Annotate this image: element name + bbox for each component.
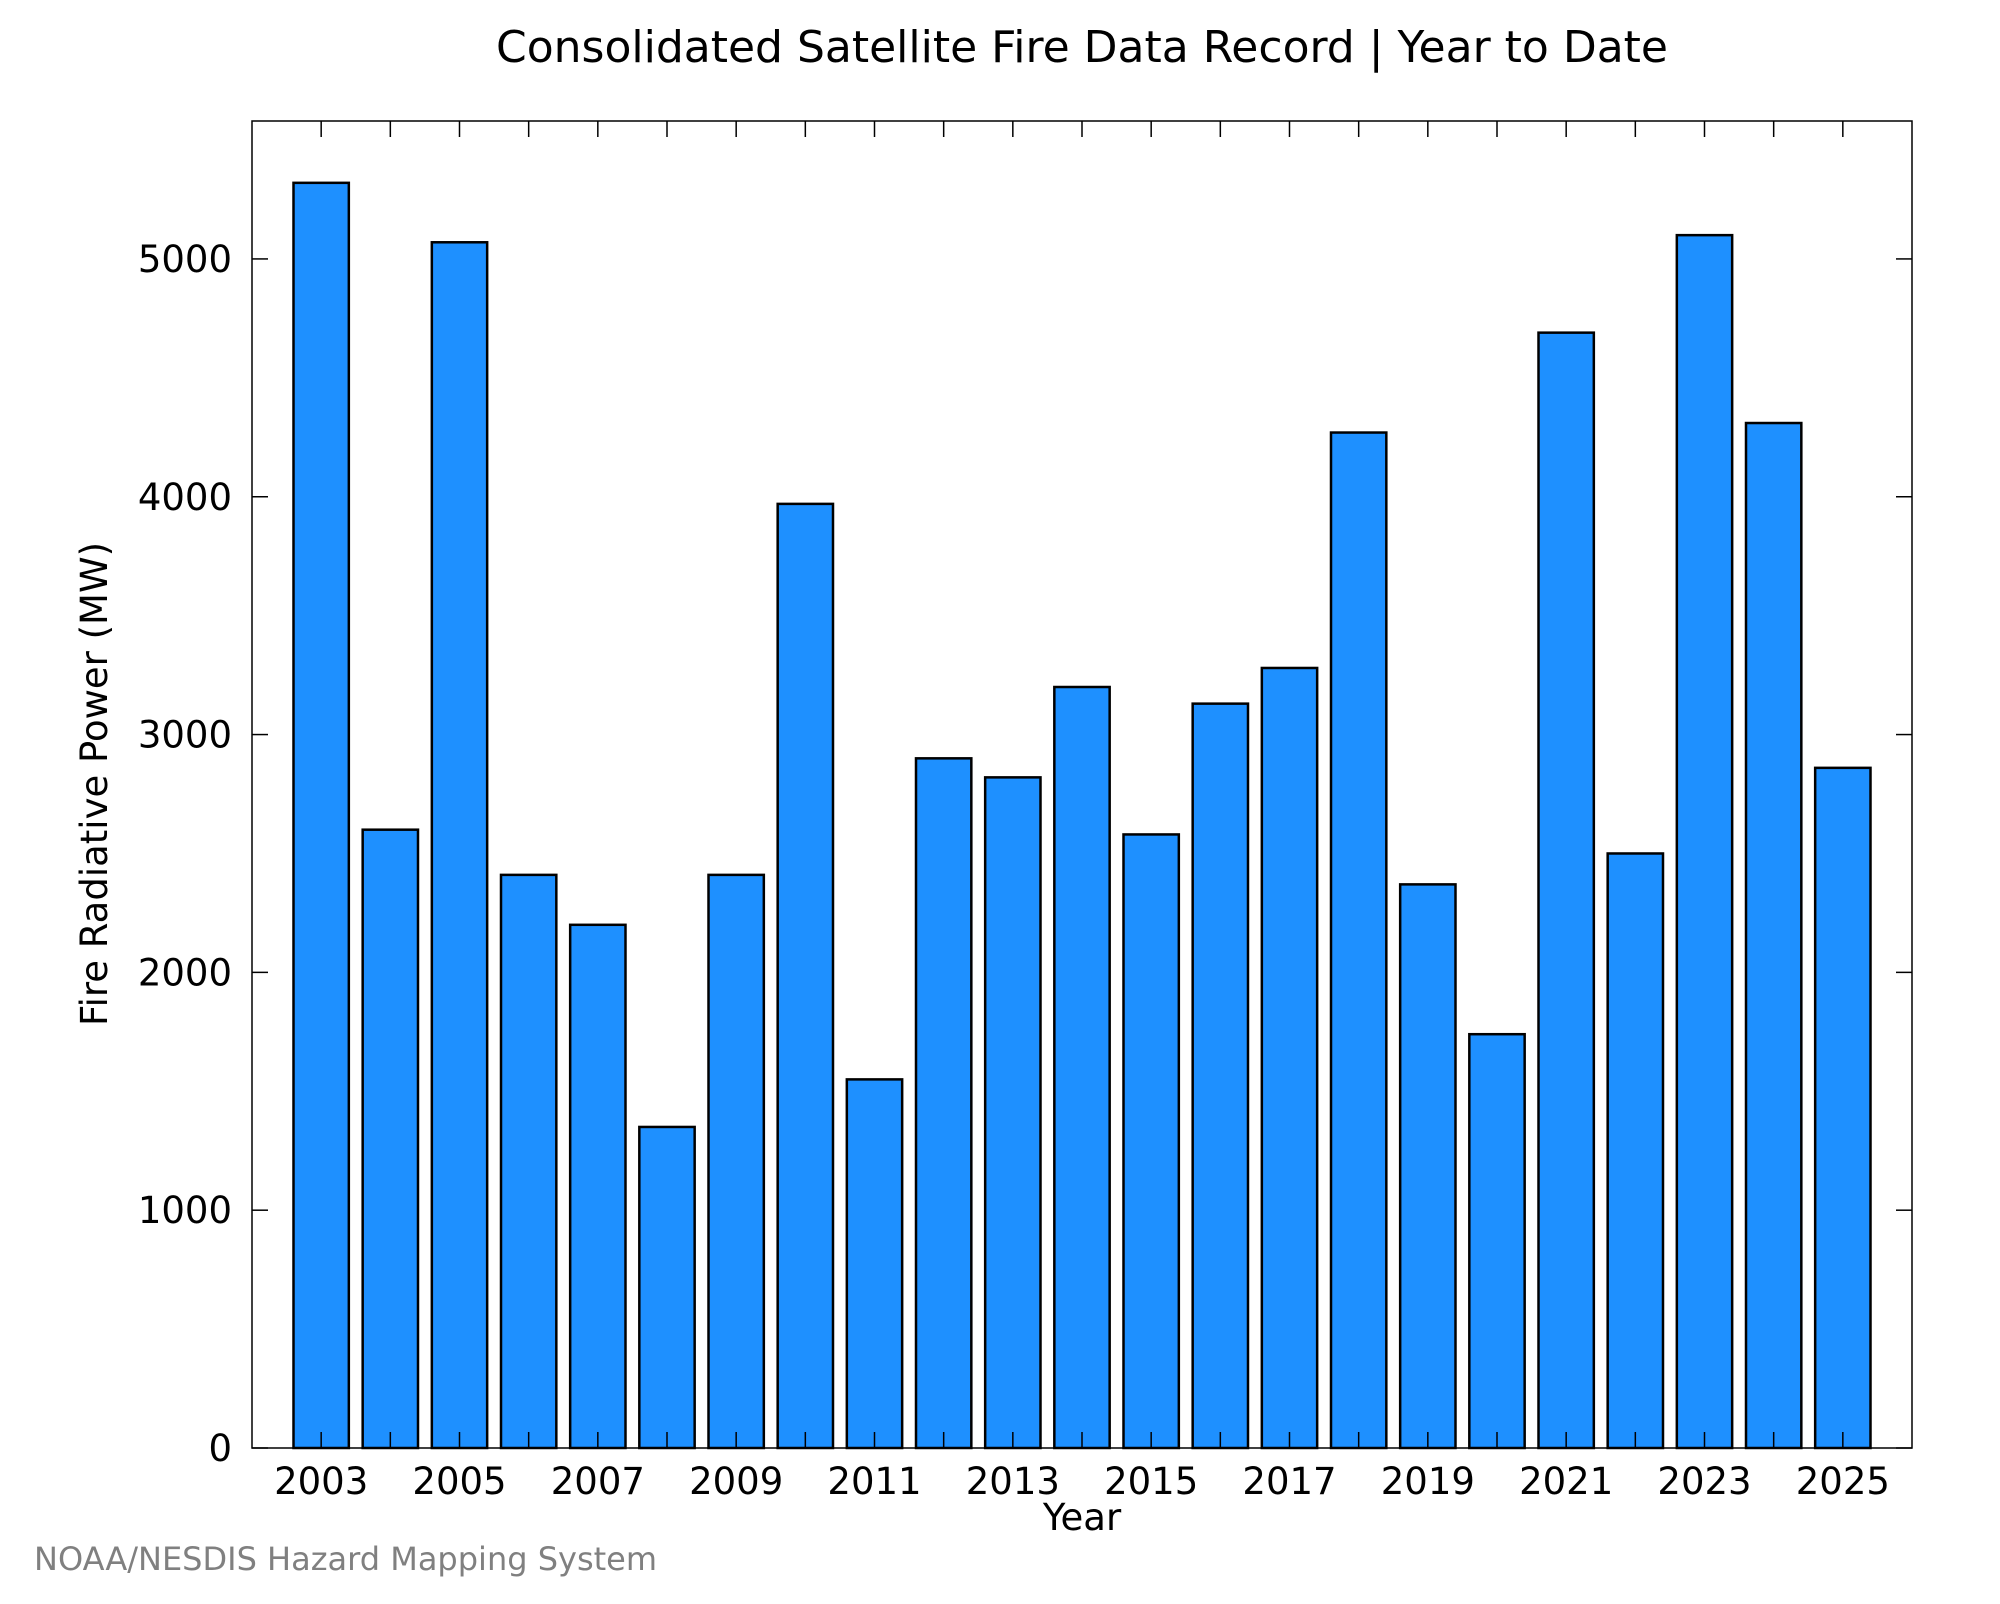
axis-ticks-group bbox=[252, 121, 1912, 1449]
bar-2020 bbox=[1468, 1032, 1526, 1450]
bar-2004 bbox=[361, 828, 420, 1450]
x-tick-label-2015: 2015 bbox=[1104, 1460, 1198, 1503]
bar-2010 bbox=[776, 502, 835, 1450]
bar-2021 bbox=[1537, 331, 1596, 1450]
y-tick-label-1000: 1000 bbox=[138, 1189, 232, 1232]
bar-2006 bbox=[499, 873, 558, 1450]
bar-2019 bbox=[1398, 883, 1457, 1450]
bar-2011 bbox=[845, 1078, 904, 1450]
bar-2024 bbox=[1744, 421, 1803, 1450]
bar-2025 bbox=[1813, 766, 1872, 1450]
x-tick-label-2013: 2013 bbox=[966, 1460, 1060, 1503]
y-axis-label: Fire Radiative Power (MW) bbox=[73, 542, 116, 1026]
x-tick-label-2017: 2017 bbox=[1242, 1460, 1336, 1503]
x-axis-tick-labels: 2003 2005 2007 2009 2011 2013 2015 2017 2019 2021… bbox=[274, 1460, 1890, 1503]
bar-2023 bbox=[1675, 233, 1734, 1450]
y-axis-tick-labels: 0 1000 2000 3000 4000 5000 bbox=[138, 238, 232, 1470]
x-tick-label-2021: 2021 bbox=[1519, 1460, 1613, 1503]
x-tick-label-2009: 2009 bbox=[689, 1460, 783, 1503]
chart-title: Consolidated Satellite Fire Data Record … bbox=[496, 22, 1668, 73]
x-tick-label-2003: 2003 bbox=[274, 1460, 368, 1503]
bar-2014 bbox=[1053, 685, 1111, 1450]
y-tick-label-3000: 3000 bbox=[138, 714, 232, 757]
y-tick-label-2000: 2000 bbox=[138, 951, 232, 994]
bar-2003 bbox=[292, 181, 351, 1450]
x-tick-label-2007: 2007 bbox=[551, 1460, 645, 1503]
x-tick-label-2019: 2019 bbox=[1381, 1460, 1475, 1503]
y-tick-label-4000: 4000 bbox=[138, 476, 232, 519]
bar-2005 bbox=[430, 241, 489, 1450]
bar-2022 bbox=[1606, 852, 1665, 1450]
bar-2007 bbox=[568, 923, 627, 1450]
bar-2008 bbox=[638, 1125, 696, 1450]
x-tick-label-2025: 2025 bbox=[1796, 1460, 1890, 1503]
bar-2018 bbox=[1329, 431, 1388, 1450]
bar-2013 bbox=[983, 776, 1042, 1450]
source-credit: NOAA/NESDIS Hazard Mapping System bbox=[34, 1540, 657, 1578]
y-tick-label-0: 0 bbox=[208, 1427, 232, 1470]
bar-2016 bbox=[1191, 702, 1250, 1450]
x-axis-label: Year bbox=[1042, 1496, 1122, 1539]
bar-2012 bbox=[914, 757, 973, 1450]
bar-2017 bbox=[1260, 666, 1319, 1450]
bar-2015 bbox=[1122, 833, 1181, 1450]
x-tick-label-2023: 2023 bbox=[1657, 1460, 1751, 1503]
y-tick-label-5000: 5000 bbox=[138, 238, 232, 281]
x-tick-label-2005: 2005 bbox=[412, 1460, 506, 1503]
bars-group bbox=[292, 181, 1872, 1450]
x-tick-label-2011: 2011 bbox=[827, 1460, 921, 1503]
bar-2009 bbox=[707, 873, 766, 1450]
